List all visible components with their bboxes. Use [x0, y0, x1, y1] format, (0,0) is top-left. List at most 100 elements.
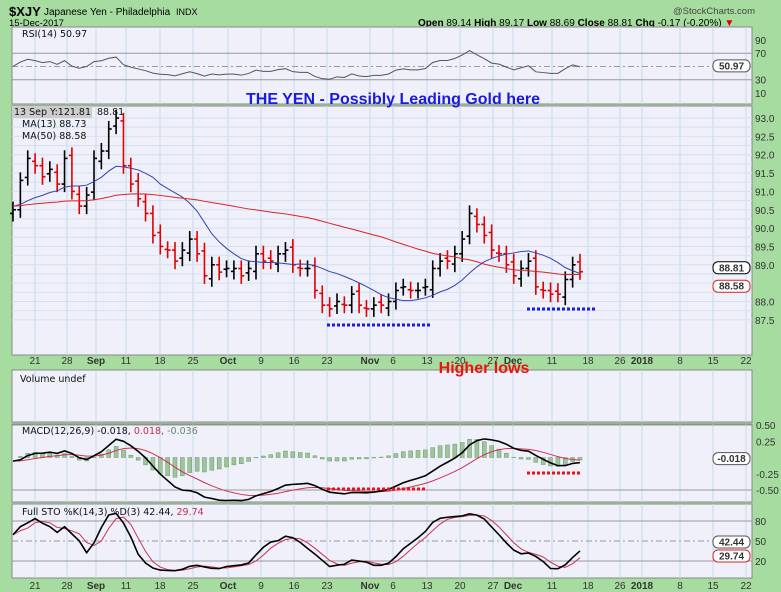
- price-bar: [562, 271, 569, 306]
- price-bar: [61, 150, 68, 193]
- price-bar: [172, 242, 178, 270]
- x-tick-label: 25: [187, 356, 199, 367]
- price-bar: [39, 157, 46, 185]
- macd-value-tag-box: [712, 452, 751, 466]
- price-bar: [437, 253, 444, 277]
- macd-histogram-bar: [401, 451, 406, 458]
- macd-histogram-bar: [342, 457, 347, 462]
- macd-histogram-bar: [334, 457, 340, 462]
- macd-histogram-bar: [504, 452, 509, 458]
- sto-tick-label: 80: [755, 517, 767, 528]
- macd-histogram-bar: [533, 457, 539, 463]
- x-tick-label: 18: [154, 581, 166, 592]
- price-bar: [496, 244, 502, 262]
- price-bar: [179, 242, 186, 267]
- macd-histogram-bar: [437, 445, 443, 458]
- price-bar: [407, 281, 414, 299]
- price-bar: [459, 231, 466, 262]
- x-tick-label: 16: [288, 356, 300, 367]
- price-bar: [127, 157, 134, 193]
- price-tick-label: 92.5: [755, 132, 775, 143]
- macd-histogram-bar: [297, 452, 303, 458]
- price-tick-label: 91.5: [755, 169, 775, 180]
- price-bar: [275, 245, 282, 273]
- price-bar: [216, 256, 223, 281]
- price-bar: [415, 282, 421, 299]
- sto-tick-label: 20: [755, 557, 767, 568]
- sto-d-tag-box: [712, 549, 751, 563]
- x-tick-label: 8: [677, 356, 683, 367]
- price-bar: [577, 253, 583, 280]
- price-bar: [267, 250, 274, 270]
- macd-histogram-bar: [121, 449, 126, 458]
- x-tick-label: Sep: [87, 356, 105, 367]
- price-bar: [488, 224, 495, 259]
- svg-text:Open 89.14 High 89.17 Low 88.6: Open 89.14 High 89.17 Low 88.69 Close 88…: [418, 18, 734, 29]
- price-bar: [341, 296, 348, 314]
- rsi-tick-label: 90: [755, 36, 767, 47]
- x-tick-label: 18: [154, 356, 166, 367]
- price-bar: [142, 193, 149, 222]
- price-bar: [194, 231, 201, 262]
- x-tick-label: 22: [740, 356, 752, 367]
- price-bar: [400, 278, 407, 296]
- price-bar: [208, 256, 215, 287]
- rsi-panel: [11, 26, 753, 105]
- price-bar: [223, 260, 230, 278]
- macd-histogram-bar: [459, 442, 465, 458]
- price-bar: [186, 231, 193, 262]
- x-tick-label: 25: [187, 581, 199, 592]
- price-bar: [378, 294, 385, 314]
- price-bar: [164, 241, 171, 259]
- price-bar: [10, 201, 16, 222]
- x-tick-label: 13: [421, 356, 433, 367]
- x-tick-label: 9: [258, 356, 264, 367]
- instrument-name: Japanese Yen - Philadelphia: [44, 7, 171, 18]
- price-bar: [105, 120, 112, 160]
- price-bar: [68, 147, 75, 200]
- price-tick-label: 88.0: [755, 298, 775, 309]
- price-bar: [444, 250, 451, 270]
- macd-histogram-bar: [482, 441, 487, 458]
- price-bar: [510, 253, 517, 284]
- date: 15-Dec-2017: [9, 18, 64, 29]
- x-tick-label: 23: [321, 581, 333, 592]
- price-bar: [326, 297, 333, 317]
- macd-histogram-bar: [518, 457, 524, 460]
- macd-histogram-bar: [312, 455, 318, 458]
- x-tick-label: 15: [707, 356, 719, 367]
- ma50-line: [12, 193, 581, 276]
- macd-histogram-bar: [445, 444, 450, 458]
- price-bar: [17, 172, 24, 218]
- price-bar: [98, 142, 105, 170]
- price-bar: [348, 286, 355, 314]
- ohlc-summary: Open 89.14 High 89.17 Low 88.69 Close 88…: [418, 18, 734, 29]
- tooltip-box: [12, 106, 92, 118]
- x-tick-label: 20: [454, 356, 466, 367]
- macd-histogram-bar: [32, 452, 38, 458]
- price-bar: [32, 153, 39, 174]
- macd-histogram-bar: [305, 452, 310, 458]
- macd-histogram-bar: [430, 447, 435, 458]
- close-value-tag: 88.81: [719, 263, 744, 274]
- macd-histogram-bar: [231, 457, 237, 466]
- macd-tick-label: -0.50: [756, 486, 779, 497]
- macd-histogram-bar: [364, 457, 369, 460]
- price-bar: [157, 224, 164, 255]
- price-bar: [451, 245, 458, 273]
- rsi-line: [12, 49, 581, 80]
- ma13-label: MA(13) 88.73: [22, 119, 86, 130]
- macd-histogram-bar: [327, 457, 332, 462]
- x-tick-label: 27: [487, 581, 499, 592]
- symbol: $XJY: [9, 4, 41, 19]
- price-tick-label: 92.0: [755, 151, 775, 162]
- ma50-label: MA(50) 88.58: [22, 131, 86, 142]
- price-bar: [356, 283, 363, 314]
- price-bar: [334, 293, 340, 314]
- price-bar: [569, 256, 576, 288]
- rsi-tick-label: 30: [755, 76, 767, 87]
- ma50-value-tag-box: [712, 279, 751, 293]
- price-bar: [532, 250, 539, 295]
- price-tick-label: 89.0: [755, 261, 775, 272]
- price-tick-label: 93.0: [755, 114, 775, 125]
